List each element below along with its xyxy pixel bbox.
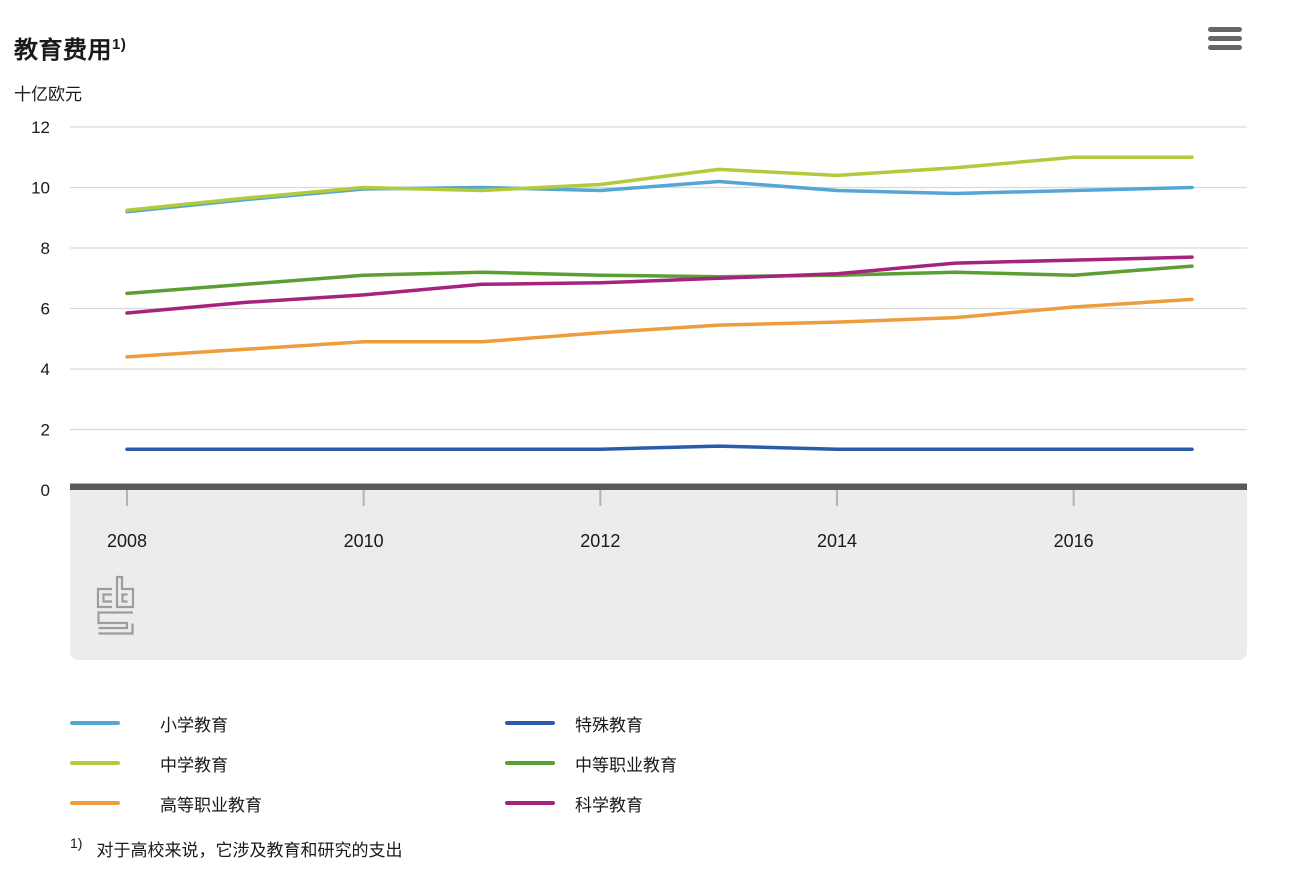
cbs-logo-b (115, 575, 135, 609)
axis-labels: 0 2 4 6 8 10 12 2008 2010 2012 2014 2016 (31, 118, 1094, 551)
legend-item-高等职业教育[interactable]: 高等职业教育 (70, 783, 262, 823)
legend-swatch (505, 801, 555, 805)
legend-label: 中学教育 (160, 755, 228, 775)
legend-swatch (70, 721, 120, 725)
legend-label: 科学教育 (575, 795, 643, 815)
cbs-logo-s (97, 611, 134, 635)
legend-column-0: 小学教育中学教育高等职业教育 (70, 703, 262, 823)
chart-area: 0 2 4 6 8 10 12 2008 2010 2012 2014 2016 (0, 110, 1290, 668)
x-tick-label-2014: 2014 (817, 531, 857, 551)
y-tick-label-12: 12 (31, 118, 50, 137)
legend-item-中学教育[interactable]: 中学教育 (70, 743, 262, 783)
x-axis-band (70, 490, 1247, 660)
y-tick-label-0: 0 (41, 481, 50, 500)
legend-item-科学教育[interactable]: 科学教育 (505, 783, 677, 823)
footnote-marker: 1) (70, 835, 83, 851)
x-tick-label-2012: 2012 (580, 531, 620, 551)
cbs-logo (96, 575, 135, 635)
chart-menu-button[interactable] (1208, 27, 1242, 50)
legend-swatch (70, 801, 120, 805)
legend-swatch (505, 761, 555, 765)
footnote-text: 对于高校来说，它涉及教育和研究的支出 (96, 841, 403, 860)
line-series-特殊教育 (125, 444, 1194, 451)
legend-item-小学教育[interactable]: 小学教育 (70, 703, 262, 743)
x-axis-baseline (70, 483, 1247, 490)
gridlines (70, 126, 1247, 431)
line-series-高等职业教育 (125, 297, 1194, 359)
y-tick-label-4: 4 (41, 360, 50, 379)
x-tick-label-2008: 2008 (107, 531, 147, 551)
legend-column-1: 特殊教育中等职业教育 科学教育 (505, 703, 677, 823)
x-tick-label-2010: 2010 (344, 531, 384, 551)
hamburger-menu-icon (1208, 45, 1242, 50)
line-series-科学教育 (125, 255, 1194, 315)
legend-label: 高等职业教育 (160, 795, 262, 815)
line-series-中学教育 (125, 155, 1194, 212)
chart-series (125, 155, 1194, 451)
footnote: 1) 对于高校来说，它涉及教育和研究的支出 (70, 835, 402, 861)
y-tick-label-10: 10 (31, 179, 50, 198)
page-title-text: 教育费用 (14, 37, 112, 65)
legend-swatch (505, 721, 555, 725)
hamburger-menu-icon (1208, 36, 1242, 41)
line-series-中等职业教育 (125, 264, 1194, 296)
cbs-logo-c (96, 587, 112, 609)
y-axis-unit-label: 十亿欧元 (14, 85, 82, 104)
x-axis-band-top (70, 490, 1247, 514)
legend-swatch (70, 761, 120, 765)
x-tick-label-2016: 2016 (1054, 531, 1094, 551)
legend-label: 特殊教育 (575, 715, 643, 735)
line-chart-svg: 0 2 4 6 8 10 12 2008 2010 2012 2014 2016 (31, 118, 1247, 660)
hamburger-menu-icon (1208, 27, 1242, 32)
x-axis-ticks (126, 490, 1075, 506)
page-title: 教育费用1) (14, 30, 126, 65)
legend-item-特殊教育[interactable]: 特殊教育 (505, 703, 677, 743)
legend-label: 小学教育 (160, 715, 228, 735)
title-footnote-marker: 1) (112, 36, 127, 54)
y-tick-label-6: 6 (41, 300, 50, 319)
y-tick-label-8: 8 (41, 239, 50, 258)
legend-item-中等职业教育[interactable]: 中等职业教育 (505, 743, 677, 783)
y-tick-label-2: 2 (41, 421, 50, 440)
legend-label: 中等职业教育 (575, 755, 677, 775)
line-series-小学教育 (125, 179, 1194, 214)
